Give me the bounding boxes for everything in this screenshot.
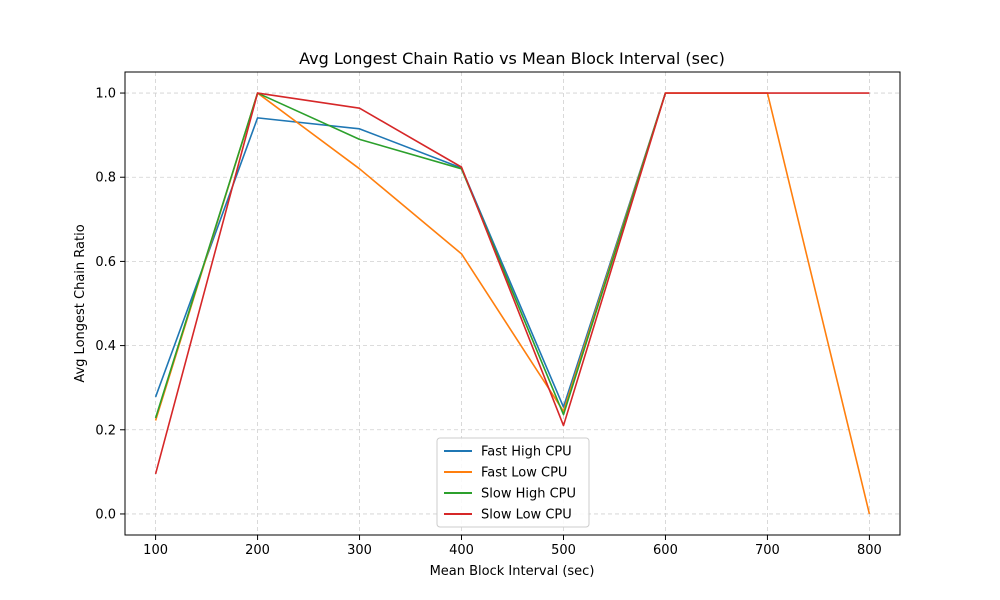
series-line [154,92,870,475]
legend-box [436,437,590,528]
y-tick-label: 0.0 [95,507,116,522]
x-tick-label: 400 [449,543,474,558]
x-tick-label: 500 [551,543,576,558]
chart-title: Avg Longest Chain Ratio vs Mean Block In… [299,49,725,68]
plot-frame [124,71,901,536]
x-axis-label: Mean Block Interval (sec) [430,564,595,579]
y-tick-label: 1.0 [95,87,116,102]
legend-entry: Slow High CPU [481,487,576,502]
y-tick-label: 0.4 [95,339,116,354]
x-tick-label: 700 [755,543,780,558]
x-tick-label: 800 [857,543,882,558]
series-line [154,92,667,408]
y-axis-ticks: 0.0 0.2 0.4 0.6 0.8 1.0 [95,87,125,522]
series-line [154,92,667,419]
x-tick-label: 200 [245,543,270,558]
y-axis-label: Avg Longest Chain Ratio [73,224,88,382]
legend-entry: Fast Low CPU [481,466,567,481]
series-lines [154,92,871,515]
x-axis-ticks: 100 200 300 400 500 600 700 800 [143,535,882,558]
y-tick-label: 0.8 [95,171,116,186]
y-tick-label: 0.6 [95,255,116,270]
legend: Fast High CPU Fast Low CPU Slow High CPU Sl… [436,437,590,528]
x-tick-label: 100 [143,543,168,558]
y-tick-label: 0.2 [95,423,116,438]
x-tick-label: 600 [653,543,678,558]
legend-entry: Slow Low CPU [481,508,572,523]
x-tick-label: 300 [347,543,372,558]
legend-entry: Fast High CPU [481,445,572,460]
